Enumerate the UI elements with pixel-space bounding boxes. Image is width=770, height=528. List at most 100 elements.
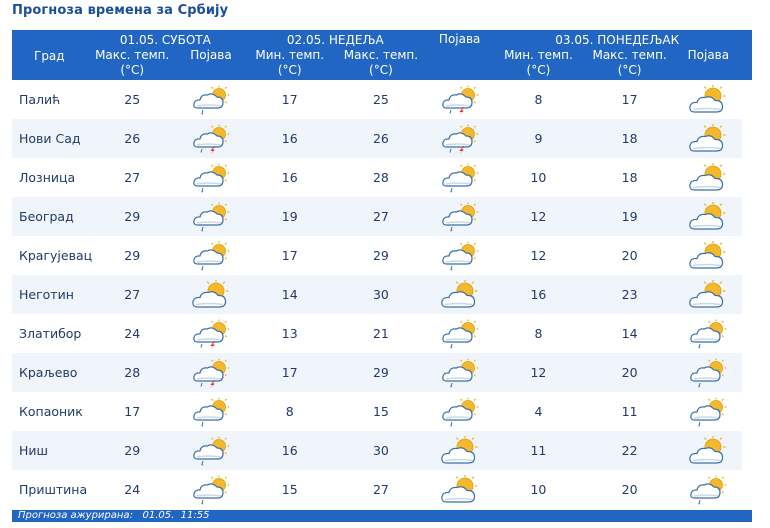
day3-header: 03.05. ПОНЕДЕЉАК <box>492 30 742 48</box>
day2-max-temp: 30 <box>335 275 427 314</box>
day2-min-temp: 16 <box>281 170 298 185</box>
cloud-storm-icon <box>178 314 244 353</box>
day1-max-temp: 17 <box>124 404 141 419</box>
cloud-rain-icon <box>178 158 244 197</box>
partly-cloudy-icon <box>675 158 741 197</box>
day2-max-temp: 29 <box>372 248 389 263</box>
cloud-storm-icon <box>427 80 493 119</box>
partly-cloudy-icon <box>675 431 742 470</box>
day3-min-temp: 10 <box>530 170 547 185</box>
partly-cloudy-icon <box>426 431 493 470</box>
city-name: Ниш <box>12 431 87 470</box>
day1-max-temp: 29 <box>86 197 178 236</box>
day3-min-temp: 4 <box>534 404 543 419</box>
city-name: Копаоник <box>19 404 83 419</box>
partly-cloudy-icon <box>177 275 245 314</box>
city-name: Београд <box>12 197 87 236</box>
update-footer: Прогноза ажурирана: 01.05. 11:55 <box>12 510 752 522</box>
day2-min-temp: 14 <box>244 275 336 314</box>
day2-min-temp: 17 <box>281 248 298 263</box>
day3-max-temp: 22 <box>584 431 676 470</box>
table-row: Приштина 24 15 27 10 20 <box>12 470 752 509</box>
city-name: Крагујевац <box>19 248 93 263</box>
day1-max-temp: 29 <box>124 248 141 263</box>
day2-min-temp: 17 <box>281 92 298 107</box>
day2-min-temp: 15 <box>281 482 298 497</box>
table-row: Палић 25 17 25 8 17 <box>12 80 752 119</box>
cloud-rain-icon <box>427 392 493 431</box>
table-row: Ниш 29 16 30 11 22 <box>12 431 752 470</box>
day3-min-temp: 12 <box>492 353 585 392</box>
city-name: Златибор <box>19 326 82 341</box>
day1-max-temp: 28 <box>86 353 178 392</box>
cloud-rain-icon <box>675 392 741 431</box>
day1-max-temp: 29 <box>86 431 178 470</box>
day3-min-temp: 16 <box>492 275 585 314</box>
city-name: Лозница <box>19 170 76 185</box>
partly-cloudy-icon <box>426 275 493 314</box>
cloud-rain-icon <box>427 158 493 197</box>
city-name: Приштина <box>19 482 88 497</box>
day2-min-temp-header: Мин. темп. (°C) <box>244 48 336 80</box>
day1-max-temp: 24 <box>124 482 141 497</box>
day3-max-temp: 20 <box>584 353 676 392</box>
cloud-rain-icon <box>675 470 741 509</box>
day3-max-temp: 17 <box>621 92 638 107</box>
day2-min-temp: 17 <box>244 353 336 392</box>
day1-header: 01.05. СУБОТА <box>86 30 245 48</box>
partly-cloudy-icon <box>675 119 742 158</box>
day3-max-temp: 18 <box>621 170 638 185</box>
table-row: Златибор 24 13 21 8 14 <box>12 314 752 353</box>
cloud-storm-icon <box>177 353 245 392</box>
city-name: Неготин <box>12 275 87 314</box>
day3-max-temp: 14 <box>621 326 638 341</box>
cloud-rain-icon <box>177 197 245 236</box>
day2-max-temp: 21 <box>372 326 389 341</box>
cloud-rain-icon <box>427 314 493 353</box>
city-name: Краљево <box>12 353 87 392</box>
day2-max-temp: 26 <box>335 119 427 158</box>
day3-min-temp-header: Мин. темп. (°C) <box>492 48 585 80</box>
day2-max-temp: 28 <box>372 170 389 185</box>
day2-max-temp: 25 <box>372 92 389 107</box>
forecast-table: Град 01.05. СУБОТА 02.05. НЕДЕЉА Појава … <box>12 30 752 509</box>
day2-min-temp: 16 <box>244 431 336 470</box>
day3-min-temp: 11 <box>492 431 585 470</box>
cloud-rain-icon <box>178 236 244 275</box>
day2-max-temp: 15 <box>372 404 389 419</box>
day2-max-temp-header: Макс. темп. (°C) <box>335 48 427 80</box>
city-name: Нови Сад <box>12 119 87 158</box>
day2-phenomenon-header: Појава <box>426 30 493 80</box>
day3-max-temp: 11 <box>621 404 638 419</box>
cloud-storm-icon <box>426 119 493 158</box>
partly-cloudy-icon <box>675 197 742 236</box>
cloud-rain-icon <box>426 197 493 236</box>
partly-cloudy-icon <box>675 275 742 314</box>
day3-max-temp: 23 <box>584 275 676 314</box>
day1-max-temp: 26 <box>86 119 178 158</box>
day3-min-temp: 12 <box>530 248 547 263</box>
cloud-rain-icon <box>177 431 245 470</box>
city-name: Палић <box>19 92 61 107</box>
day3-max-temp-header: Макс. темп. (°C) <box>584 48 676 80</box>
day1-max-temp: 24 <box>124 326 141 341</box>
cloud-rain-icon <box>178 80 244 119</box>
day3-max-temp: 20 <box>621 248 638 263</box>
day3-min-temp: 9 <box>492 119 585 158</box>
cloud-rain-icon <box>675 353 742 392</box>
day3-max-temp: 20 <box>621 482 638 497</box>
cloud-storm-icon <box>177 119 245 158</box>
cloud-rain-icon <box>178 470 244 509</box>
page-title: Прогноза времена за Србију <box>12 3 229 18</box>
day3-min-temp: 12 <box>492 197 585 236</box>
day3-max-temp: 19 <box>584 197 676 236</box>
day1-max-temp-header: Макс. темп. (°C) <box>86 48 178 80</box>
day2-max-temp: 27 <box>335 197 427 236</box>
day1-max-temp: 27 <box>86 275 178 314</box>
table-row: Нови Сад 26 16 26 9 18 <box>12 119 752 158</box>
day3-phenomenon-header: Појава <box>675 48 742 80</box>
day2-max-temp: 30 <box>335 431 427 470</box>
day2-max-temp: 29 <box>335 353 427 392</box>
day3-min-temp: 10 <box>530 482 547 497</box>
day1-max-temp: 27 <box>124 170 141 185</box>
